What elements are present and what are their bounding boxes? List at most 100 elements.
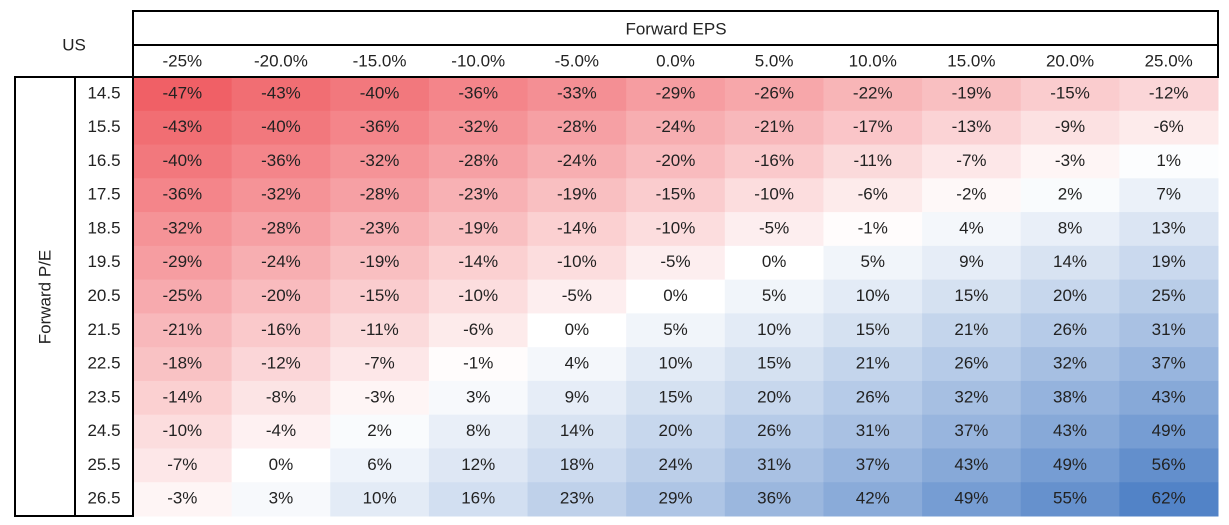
heat-cell [823,144,923,179]
heat-cell [1020,414,1120,449]
heat-cell [1020,380,1120,416]
cell-value: 62% [1152,489,1186,508]
cell-value: -6% [1154,117,1184,136]
heat-cell [330,77,430,112]
cell-value: 15% [954,286,988,305]
heat-cell [133,144,233,179]
heat-cell [133,178,233,213]
heat-cell [626,414,726,449]
cell-value: -36% [261,151,301,170]
heat-cell [922,279,1022,314]
cell-value: -16% [754,151,794,170]
row-label: 21.5 [87,320,120,339]
heat-cell [922,110,1022,146]
cell-value: -19% [360,252,400,271]
heat-cell [1119,347,1219,382]
cell-value: 20% [1053,286,1087,305]
cell-value: 26% [954,354,988,373]
cell-value: 8% [466,421,491,440]
cell-value: 0% [565,320,590,339]
cell-value: -28% [458,151,498,170]
cell-value: -16% [261,320,301,339]
cell-value: 31% [1152,320,1186,339]
cell-value: 43% [1053,421,1087,440]
heat-cell [823,77,923,112]
cell-value: -7% [167,455,197,474]
cell-value: -32% [261,185,301,204]
cell-value: -14% [557,218,597,237]
cell-value: 25% [1152,286,1186,305]
heat-cell [428,144,529,179]
heat-cell [1020,482,1120,517]
heat-cell [527,482,627,517]
heat-cell [724,414,824,449]
heat-cell [231,313,331,348]
heat-cell [428,448,529,483]
heat-cell [428,110,529,146]
cell-value: -7% [364,354,394,373]
cell-value: 20% [757,387,791,406]
heat-cell [231,245,331,281]
heat-cell [724,448,824,483]
cell-value: 38% [1053,387,1087,406]
heat-cell [428,245,529,281]
heat-cell [231,110,331,146]
cell-value: 9% [565,387,590,406]
column-label: -10.0% [451,51,505,70]
heat-cell [1020,245,1120,281]
row-label: 14.5 [87,83,120,102]
heat-cell [626,212,726,247]
cell-value: -11% [854,151,892,170]
column-label: 10.0% [849,51,897,70]
heat-cell [428,347,529,382]
heat-cell [823,279,923,314]
cell-value: -19% [458,218,498,237]
row-label: 26.5 [87,489,120,508]
cell-value: 6% [367,455,392,474]
heat-cell [231,144,331,179]
heat-cell [1020,178,1120,213]
heat-cell [133,313,233,348]
heat-cell [330,347,430,382]
heat-cell [922,212,1022,247]
heat-cell [1119,448,1219,483]
heat-cell [330,482,430,517]
cell-value: -13% [952,117,992,136]
heat-cell [724,482,824,517]
cell-value: -28% [261,218,301,237]
cell-value: 1% [1156,151,1181,170]
heat-cell [428,178,529,213]
cell-value: 10% [363,489,397,508]
heat-cell [1020,144,1120,179]
cell-value: -10% [656,218,696,237]
heat-cell [626,347,726,382]
cell-value: 13% [1152,218,1186,237]
cell-value: 7% [1156,185,1181,204]
row-label: 20.5 [87,286,120,305]
heat-cell [527,245,627,281]
heat-cell [231,482,331,517]
cell-value: 2% [367,421,392,440]
heat-cell [330,245,430,281]
heat-cell [823,110,923,146]
cell-value: -43% [162,117,202,136]
cell-value: 0% [762,252,787,271]
column-label: -5.0% [555,51,599,70]
cell-value: 15% [856,320,890,339]
cell-value: 49% [1152,421,1186,440]
cell-value: 4% [565,354,590,373]
heat-cell [1119,178,1219,213]
heat-cell [823,347,923,382]
cell-value: 29% [658,489,692,508]
column-label: -25% [162,51,202,70]
heat-cell [330,448,430,483]
heat-cell [1020,212,1120,247]
heat-cell [1119,212,1219,247]
cell-value: 9% [959,252,984,271]
cell-value: 3% [269,489,294,508]
cell-value: 2% [1058,185,1083,204]
cell-value: 26% [856,387,890,406]
cell-value: -15% [1050,83,1090,102]
cell-value: -10% [754,185,794,204]
heat-cell [330,414,430,449]
